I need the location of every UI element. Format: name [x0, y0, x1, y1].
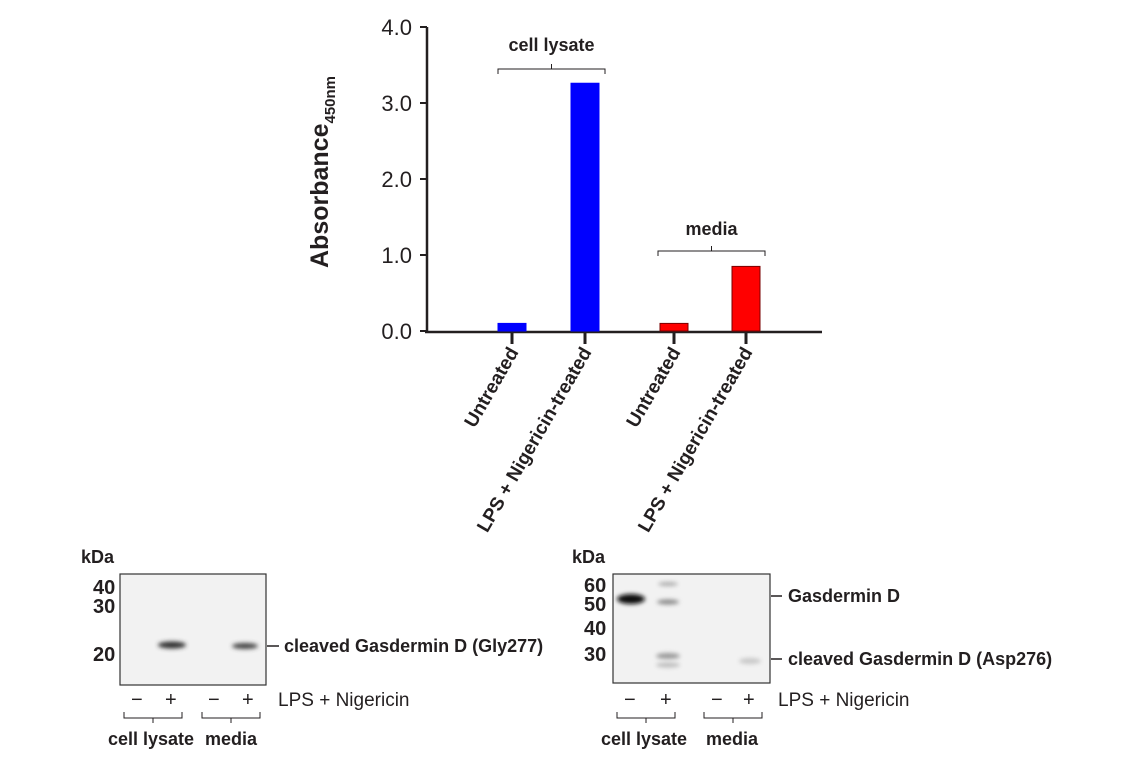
lane-4-sign: +	[242, 689, 254, 711]
group-label-cell-lysate: cell lysate	[601, 729, 687, 749]
band	[739, 658, 761, 664]
blot-membrane	[119, 573, 267, 686]
western-blot-right: kDa 60 50 40 30 Gasdermin D cleaved Gasd…	[572, 547, 1052, 749]
marker-40: 40	[584, 618, 606, 640]
y-axis-label: Absorbance450nm	[306, 76, 339, 268]
band	[158, 641, 186, 649]
group-label: media	[685, 219, 738, 239]
marker-40: 40	[93, 577, 115, 599]
band	[657, 599, 679, 605]
bars	[497, 82, 761, 344]
lane-3-sign: −	[711, 689, 723, 711]
lane-1-sign: −	[624, 689, 636, 711]
y-axis-label-subscript: 450nm	[322, 76, 339, 124]
x-tick-label: Untreated	[623, 344, 686, 431]
bar-3	[659, 322, 689, 332]
lane-1-sign: −	[131, 689, 143, 711]
band	[658, 582, 678, 586]
lane-3-sign: −	[208, 689, 220, 711]
group-bracket	[657, 246, 766, 256]
lane-2-sign: +	[660, 689, 672, 711]
bar-chart: 0.0 1.0 2.0 3.0 4.0 Absorbance450nm Untreate…	[306, 15, 822, 536]
western-blot-left: kDa 40 30 20 cleaved Gasdermin D (Gly277…	[81, 547, 543, 749]
band-label-full: Gasdermin D	[788, 586, 900, 606]
treatment-label: LPS + Nigericin	[278, 690, 409, 711]
bar-4	[731, 265, 761, 332]
kda-label: kDa	[572, 547, 606, 567]
group-label-media: media	[706, 729, 759, 749]
band-label: cleaved Gasdermin D (Gly277)	[284, 636, 543, 656]
kda-label: kDa	[81, 547, 115, 567]
marker-20: 20	[93, 644, 115, 666]
y-axis-ticks: 0.0 1.0 2.0 3.0 4.0	[381, 15, 427, 344]
group-brackets: cell lysate media	[497, 35, 766, 256]
band	[656, 662, 680, 668]
band	[617, 594, 645, 604]
marker-30: 30	[93, 596, 115, 618]
bar-2	[570, 82, 600, 332]
band	[656, 653, 680, 659]
bar-1	[497, 322, 527, 332]
band-label-cleaved: cleaved Gasdermin D (Asp276)	[788, 649, 1052, 669]
x-tick-label: Untreated	[461, 344, 524, 431]
marker-30: 30	[584, 644, 606, 666]
group-label-cell-lysate: cell lysate	[108, 729, 194, 749]
lane-2-sign: +	[165, 689, 177, 711]
lane-4-sign: +	[743, 689, 755, 711]
bracket	[703, 712, 763, 723]
bracket	[616, 712, 676, 723]
y-tick-label: 3.0	[381, 91, 412, 116]
bracket	[201, 712, 261, 723]
group-label-media: media	[205, 729, 258, 749]
y-tick-label: 4.0	[381, 15, 412, 40]
band	[232, 643, 258, 649]
group-label: cell lysate	[508, 35, 594, 55]
bracket	[123, 712, 183, 723]
y-tick-label: 2.0	[381, 167, 412, 192]
group-bracket	[497, 64, 606, 74]
blot-membrane	[612, 573, 771, 684]
y-tick-label: 1.0	[381, 243, 412, 268]
treatment-label: LPS + Nigericin	[778, 690, 909, 711]
marker-60: 60	[584, 575, 606, 597]
y-tick-label: 0.0	[381, 319, 412, 344]
marker-50: 50	[584, 594, 606, 616]
